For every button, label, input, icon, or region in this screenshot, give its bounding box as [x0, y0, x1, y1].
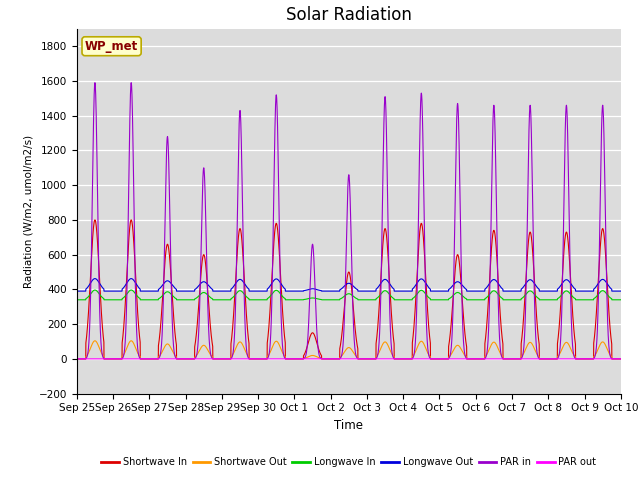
X-axis label: Time: Time — [334, 419, 364, 432]
Legend: Shortwave In, Shortwave Out, Longwave In, Longwave Out, PAR in, PAR out: Shortwave In, Shortwave Out, Longwave In… — [97, 453, 600, 471]
Text: WP_met: WP_met — [85, 40, 138, 53]
Title: Solar Radiation: Solar Radiation — [286, 6, 412, 24]
Y-axis label: Radiation (W/m2, umol/m2/s): Radiation (W/m2, umol/m2/s) — [23, 134, 33, 288]
